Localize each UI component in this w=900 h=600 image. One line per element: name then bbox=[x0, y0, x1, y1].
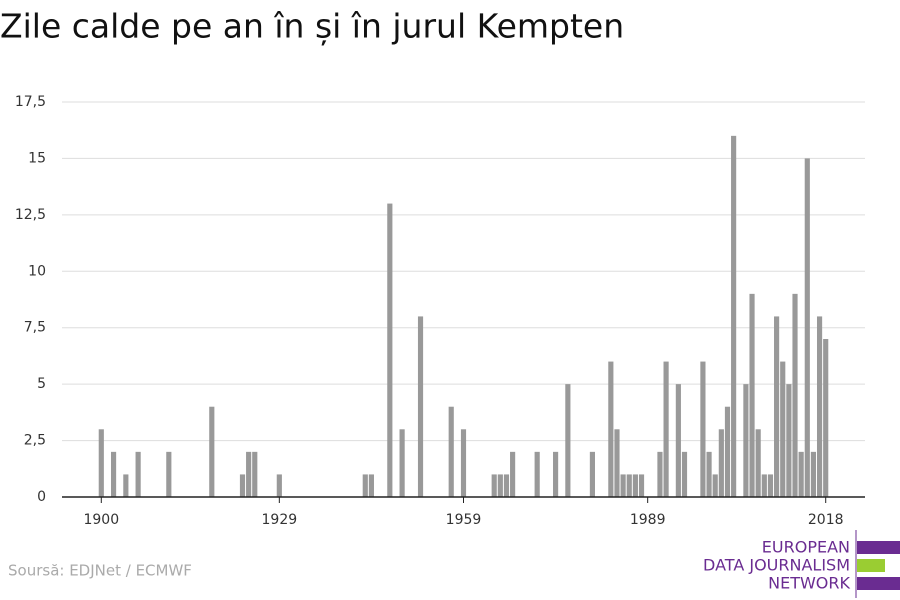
bar bbox=[399, 429, 405, 497]
bar bbox=[657, 451, 663, 497]
y-tick-label: 0 bbox=[37, 489, 46, 505]
bar bbox=[614, 429, 620, 497]
bar bbox=[798, 451, 804, 497]
bar bbox=[810, 451, 817, 497]
bar bbox=[589, 451, 596, 497]
bar bbox=[823, 339, 829, 497]
y-tick-label: 10 bbox=[28, 263, 46, 279]
bar bbox=[731, 135, 737, 497]
bar bbox=[608, 361, 614, 497]
bar bbox=[246, 451, 252, 497]
bar bbox=[239, 474, 246, 497]
bar bbox=[767, 474, 774, 497]
bar bbox=[786, 384, 792, 497]
bar bbox=[761, 474, 767, 497]
bar bbox=[675, 384, 681, 497]
bar bbox=[503, 474, 510, 497]
bar bbox=[804, 158, 810, 497]
bar bbox=[743, 384, 749, 497]
bar bbox=[663, 361, 669, 497]
bar bbox=[368, 474, 374, 497]
bar bbox=[387, 203, 393, 498]
chart-title: Zile calde pe an în și în jurul Kempten bbox=[0, 7, 624, 46]
logo-bar bbox=[857, 577, 900, 590]
bar bbox=[681, 451, 688, 497]
bar bbox=[792, 293, 798, 497]
bar bbox=[749, 293, 755, 497]
x-tick-label: 1900 bbox=[83, 512, 119, 528]
bar bbox=[724, 406, 731, 497]
bar bbox=[98, 429, 104, 497]
bar bbox=[362, 474, 368, 497]
bar bbox=[712, 474, 718, 497]
y-tick-label: 2,5 bbox=[24, 433, 46, 449]
bar bbox=[638, 474, 645, 497]
bar bbox=[510, 451, 516, 497]
logo-text: EUROPEAN bbox=[762, 538, 850, 557]
bar bbox=[706, 451, 712, 497]
bar bbox=[276, 474, 282, 497]
bar bbox=[620, 474, 626, 497]
y-tick-label: 12,5 bbox=[15, 207, 46, 223]
x-tick-label: 1959 bbox=[446, 512, 482, 528]
bar bbox=[123, 474, 129, 497]
bar bbox=[626, 474, 632, 497]
bar bbox=[497, 474, 503, 497]
bar bbox=[534, 451, 540, 497]
bar bbox=[700, 361, 706, 497]
y-tick-label: 5 bbox=[37, 376, 46, 392]
bar bbox=[448, 406, 454, 497]
x-tick-label: 1929 bbox=[262, 512, 298, 528]
bar bbox=[209, 406, 215, 497]
bar bbox=[460, 429, 467, 497]
y-tick-label: 7,5 bbox=[24, 320, 46, 336]
bar bbox=[565, 384, 571, 497]
y-tick-label: 15 bbox=[28, 150, 46, 166]
bar bbox=[491, 474, 497, 497]
logo-bar bbox=[857, 559, 885, 572]
bar bbox=[816, 316, 823, 497]
bar bbox=[166, 451, 172, 497]
bar bbox=[135, 451, 141, 497]
bar bbox=[252, 451, 258, 497]
x-tick-label: 2018 bbox=[808, 512, 844, 528]
bar bbox=[417, 316, 424, 497]
bar bbox=[718, 429, 724, 497]
bar bbox=[780, 361, 786, 497]
x-tick-label: 1989 bbox=[630, 512, 666, 528]
bar bbox=[774, 316, 780, 497]
bar bbox=[632, 474, 638, 497]
y-tick-label: 17,5 bbox=[15, 94, 46, 110]
bar bbox=[110, 451, 117, 497]
logo-text: DATA JOURNALISM bbox=[703, 556, 850, 575]
logo-text: NETWORK bbox=[768, 574, 850, 593]
logo-bar bbox=[857, 541, 900, 554]
bar bbox=[553, 451, 559, 497]
source: Soursă: EDJNet / ECMWF bbox=[8, 562, 192, 580]
bar bbox=[755, 429, 761, 497]
